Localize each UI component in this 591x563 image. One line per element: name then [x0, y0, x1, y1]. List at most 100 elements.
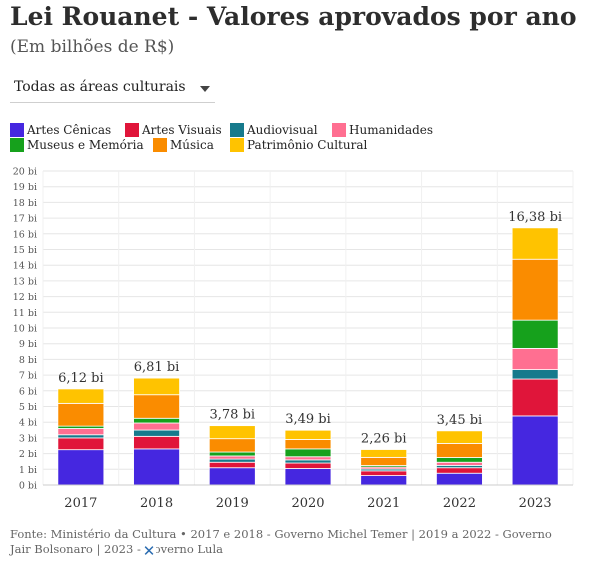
bar-segment	[208, 425, 256, 440]
bar-segment	[57, 434, 105, 439]
bar-total-label: 3,78 bi	[210, 408, 256, 423]
legend-item[interactable]: Patrimônio Cultural	[230, 138, 367, 152]
x-tick-label: 2017	[64, 496, 97, 511]
y-tick-label: 3 bi	[19, 433, 37, 444]
bar-segment	[133, 417, 180, 424]
legend-item[interactable]: Música	[153, 138, 214, 152]
y-tick-label: 5 bi	[19, 402, 37, 413]
bar-segment	[284, 459, 332, 464]
bar-segment	[208, 458, 256, 463]
dropdown-selected-value: Todas as áreas culturais	[14, 79, 186, 95]
y-tick-label: 18 bi	[13, 198, 37, 209]
legend-item[interactable]: Artes Visuais	[125, 123, 222, 137]
bar-segment	[360, 449, 408, 458]
y-tick-label: 12 bi	[13, 292, 37, 303]
legend-swatch	[10, 138, 24, 152]
bar-segment	[511, 348, 559, 371]
y-tick-label: 0 bi	[19, 481, 37, 492]
bar-segment	[133, 435, 180, 450]
bar-segment	[511, 319, 559, 349]
bar-segment	[511, 258, 559, 321]
bar-segment	[436, 472, 483, 486]
bar-segment	[360, 470, 408, 476]
legend-swatch	[153, 138, 167, 152]
bar-total-label: 2,26 bi	[361, 432, 407, 447]
bar-total-label: 16,38 bi	[508, 210, 562, 225]
y-tick-label: 2 bi	[19, 449, 37, 460]
legend-label: Patrimônio Cultural	[247, 138, 368, 152]
y-tick-label: 10 bi	[13, 324, 37, 335]
chart-title: Lei Rouanet - Valores aprovados por ano	[10, 2, 577, 31]
bar-segment	[360, 475, 408, 486]
legend-swatch	[230, 138, 244, 152]
legend-item[interactable]: Museus e Memória	[10, 138, 144, 152]
bar-segment	[436, 467, 483, 474]
y-tick-label: 14 bi	[13, 261, 37, 272]
y-tick-label: 4 bi	[19, 418, 37, 429]
y-tick-label: 20 bi	[13, 167, 37, 178]
legend-swatch	[332, 123, 346, 137]
y-tick-label: 11 bi	[13, 308, 37, 319]
legend-label: Música	[170, 138, 214, 152]
bar-total-label: 3,49 bi	[285, 412, 331, 427]
legend-label: Artes Visuais	[142, 123, 222, 137]
legend-swatch	[125, 123, 139, 137]
bar-segment	[133, 422, 180, 431]
bar-segment	[284, 439, 332, 450]
legend-item[interactable]: Humanidades	[332, 123, 433, 137]
x-tick-label: 2023	[519, 496, 552, 511]
bar-total-label: 6,81 bi	[134, 360, 180, 375]
bar-segment	[208, 451, 256, 457]
bar-segment	[511, 227, 559, 260]
bar-segment	[284, 468, 332, 486]
bar-total-label: 3,45 bi	[437, 413, 483, 428]
bar-segment	[511, 369, 559, 380]
x-tick-label: 2020	[291, 496, 324, 511]
x-tick-label: 2022	[443, 496, 476, 511]
bar-segment	[436, 430, 483, 444]
source-footer: Fonte: Ministério da Cultura • 2017 e 20…	[10, 527, 552, 556]
bar-segment	[284, 462, 332, 469]
legend-label: Audiovisual	[247, 123, 318, 137]
bar-segment	[436, 461, 483, 466]
bar-segment	[133, 429, 180, 437]
x-tick-label: 2019	[216, 496, 249, 511]
y-tick-label: 19 bi	[13, 182, 37, 193]
y-tick-label: 15 bi	[13, 245, 37, 256]
legend-item[interactable]: Artes Cênicas	[10, 123, 111, 137]
bar-segment	[208, 438, 256, 453]
cultural-area-dropdown[interactable]: Todas as áreas culturais	[10, 76, 215, 103]
bar-segment	[57, 437, 105, 451]
close-icon[interactable]: ✕	[142, 542, 156, 560]
legend-label: Artes Cênicas	[27, 123, 112, 137]
legend-swatch	[230, 123, 244, 137]
chart-subtitle: (Em bilhões de R$)	[10, 37, 175, 57]
y-tick-label: 13 bi	[13, 276, 37, 287]
bar-segment	[208, 461, 256, 469]
legend-label: Museus e Memória	[27, 138, 144, 152]
legend-item[interactable]: Audiovisual	[230, 123, 318, 137]
bar-segment	[436, 457, 483, 463]
x-tick-label: 2018	[140, 496, 173, 511]
bar-segment	[436, 442, 483, 458]
legend-label: Humanidades	[349, 123, 434, 137]
bar-segment	[511, 378, 559, 417]
bar-segment	[208, 455, 256, 460]
y-tick-label: 6 bi	[19, 386, 37, 397]
bar-total-label: 6,12 bi	[58, 371, 104, 386]
legend-swatch	[10, 123, 24, 137]
bar-segment	[57, 388, 105, 404]
y-tick-label: 7 bi	[19, 371, 37, 382]
y-tick-label: 9 bi	[19, 339, 37, 350]
stacked-bar-chart: 0 bi 1 bi 2 bi 3 bi 4 bi 5 bi 6 bi 7 bi 8 bi 9 bi…	[13, 167, 574, 511]
bar-segment	[511, 415, 559, 486]
bar-segment	[208, 467, 256, 486]
bar-segment	[284, 448, 332, 458]
chart-legend: Artes Cênicas Artes Visuais Audiovisual Hum…	[10, 121, 490, 153]
y-tick-label: 17 bi	[13, 214, 37, 225]
bar-segment	[133, 394, 180, 419]
chevron-down-icon	[200, 86, 210, 92]
y-tick-label: 1 bi	[19, 465, 37, 476]
y-tick-label: 16 bi	[13, 229, 37, 240]
bar-segment	[284, 429, 332, 440]
